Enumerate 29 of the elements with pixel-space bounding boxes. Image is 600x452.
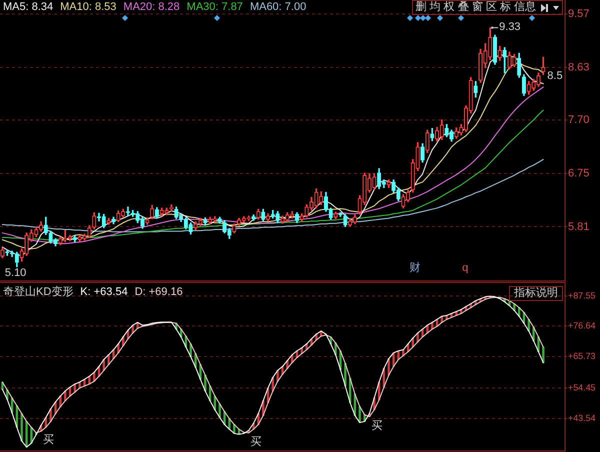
annotation: 买 — [371, 420, 382, 433]
y-tick-label: +54.45 — [568, 382, 596, 393]
annotation: 删 均 权 叠 窗 区 标 信息 — [416, 1, 536, 14]
y-tick-label: +87.55 — [568, 290, 596, 300]
text: MA20: 8.28 — [123, 1, 180, 14]
y-tick-label: 9.57 — [568, 8, 590, 20]
text: MA10: 8.53 — [60, 1, 116, 14]
y-tick-label: +43.54 — [568, 413, 596, 423]
y-tick-label: 5.81 — [568, 220, 590, 233]
chart-title: 奇登山KD变形 — [3, 286, 74, 299]
y-tick-label: 6.75 — [568, 168, 590, 180]
y-tick-label: 7.70 — [568, 114, 590, 126]
text: MA5: 8.34 — [3, 1, 54, 14]
annotation: 财 — [410, 262, 421, 275]
annotation: 买 — [43, 434, 54, 448]
annotation: 买 — [250, 436, 262, 449]
text: D: +69.16 — [134, 286, 183, 299]
toolbar: 删 均 权 叠 窗 区 标 信息 — [412, 0, 563, 15]
text: MA60: 7.00 — [250, 1, 306, 14]
y-tick-label: 8.63 — [568, 61, 590, 74]
text: 8.5 — [547, 70, 563, 84]
annotation: 9.33 — [499, 20, 521, 34]
y-tick-label: +76.64 — [568, 320, 596, 331]
button: 指标说明 — [509, 286, 563, 301]
y-tick-label: +65.73 — [568, 351, 596, 362]
text: K: +63.54 — [80, 286, 128, 299]
text: MA30: 7.87 — [186, 1, 243, 14]
annotation: q — [462, 262, 468, 275]
annotation: 5.10 — [4, 267, 26, 280]
